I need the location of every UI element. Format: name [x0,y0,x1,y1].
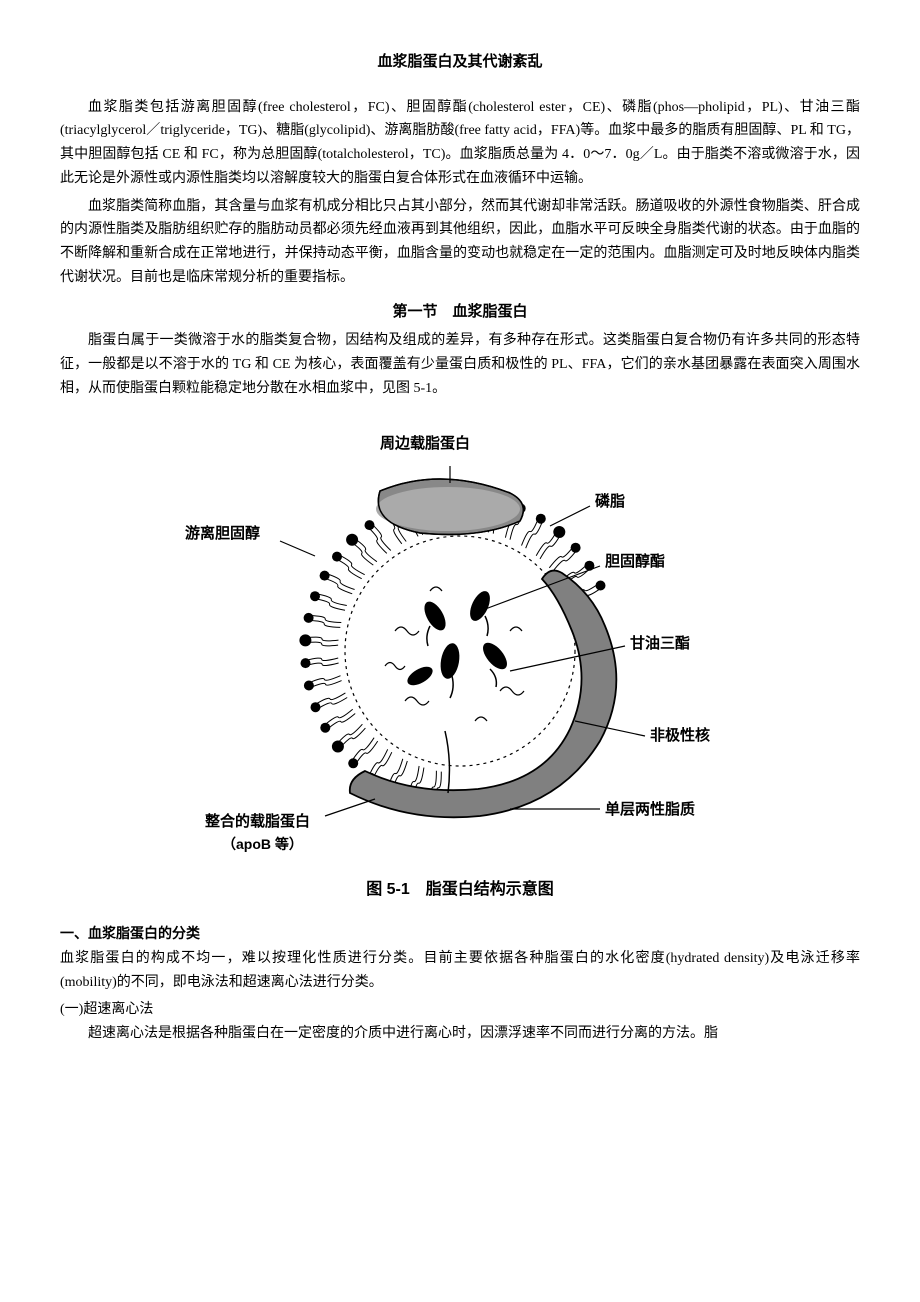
label-phospholipid: 磷脂 [595,489,625,515]
label-nonpolar-core: 非极性核 [650,723,710,749]
figure-5-1: 周边载脂蛋白 磷脂 游离胆固醇 胆固醇酯 甘油三酯 非极性核 单层两性脂质 整合… [60,421,860,903]
label-cholesterol-ester: 胆固醇酯 [605,549,665,575]
paragraph-4: 血浆脂蛋白的构成不均一，难以按理化性质进行分类。目前主要依据各种脂蛋白的水化密度… [60,947,860,995]
paragraph-1: 血浆脂类包括游离胆固醇(free cholesterol，FC)、胆固醇酯(ch… [60,96,860,191]
document-title: 血浆脂蛋白及其代谢紊乱 [60,50,860,76]
label-integral-apo-sub: （apoB 等） [222,833,303,857]
subheading-1: 一、血浆脂蛋白的分类 [60,923,860,947]
label-monolayer: 单层两性脂质 [605,797,695,823]
paragraph-5: 超速离心法是根据各种脂蛋白在一定密度的介质中进行离心时，因漂浮速率不同而进行分离… [60,1022,860,1046]
label-triglyceride: 甘油三酯 [630,631,690,657]
subheading-2: (一)超速离心法 [60,998,860,1022]
label-free-cholesterol: 游离胆固醇 [185,521,260,547]
lipoprotein-diagram: 周边载脂蛋白 磷脂 游离胆固醇 胆固醇酯 甘油三酯 非极性核 单层两性脂质 整合… [180,421,740,861]
section-1-title: 第一节 血浆脂蛋白 [60,300,860,326]
label-peripheral-apo: 周边载脂蛋白 [380,431,470,457]
paragraph-3: 脂蛋白属于一类微溶于水的脂类复合物，因结构及组成的差异，有多种存在形式。这类脂蛋… [60,329,860,400]
label-integral-apo: 整合的载脂蛋白 [205,809,310,835]
figure-caption: 图 5-1 脂蛋白结构示意图 [366,876,554,903]
paragraph-2: 血浆脂类简称血脂，其含量与血浆有机成分相比只占其小部分，然而其代谢却非常活跃。肠… [60,195,860,290]
